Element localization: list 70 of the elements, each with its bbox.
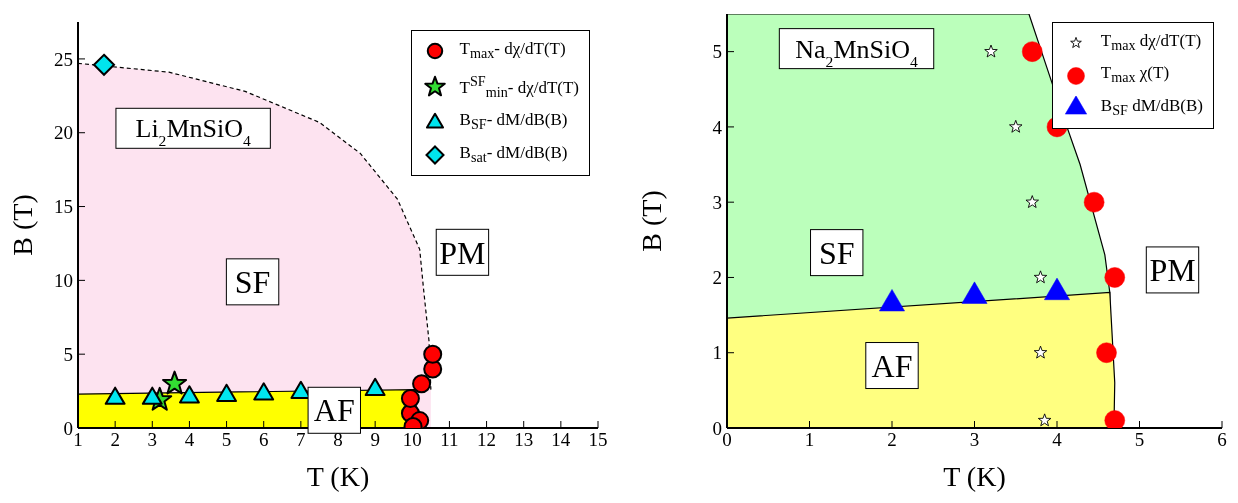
x-tick-label: 2 [110, 429, 120, 451]
annotation: AF [313, 392, 355, 429]
point [1033, 270, 1048, 284]
point [1022, 41, 1043, 62]
point [93, 53, 115, 76]
x-tick-label: 1 [804, 429, 815, 451]
legend-label: T$_{max}$ χ(T) [1100, 62, 1170, 88]
point [1025, 195, 1039, 208]
legend-label: T$_{max}$- dχ/dT(T) [459, 38, 566, 64]
y-tick-label: 5 [712, 41, 722, 63]
x-tick-label: 5 [1134, 429, 1145, 451]
point [1009, 119, 1023, 133]
x-tick-label: 12 [477, 429, 497, 451]
point [141, 386, 163, 405]
y-tick-label: 20 [54, 122, 73, 144]
x-tick-label: 3 [969, 429, 980, 451]
x-tick-label: 5 [221, 429, 232, 451]
point [1104, 267, 1125, 288]
x-tick-label: 9 [370, 429, 380, 451]
x-tick-label: 6 [258, 429, 269, 451]
legend-label: B$_{sat}$- dM/dB(B) [459, 141, 568, 168]
x-tick-label: 8 [333, 429, 343, 451]
point [1083, 191, 1105, 213]
legend-label: B$_{SF}$- dM/dB(B) [459, 109, 568, 135]
legend-label: B$_{SF}$ dM/dB(B) [1100, 94, 1203, 121]
y-tick-label: 25 [54, 48, 73, 70]
annotation: Na$_{2}$MnSiO$_{4}$ [795, 34, 918, 70]
x-tick-label: 13 [514, 429, 534, 451]
y-tick-label: 5 [63, 343, 73, 365]
point [400, 388, 420, 408]
annotation: SF [234, 264, 271, 301]
point [1096, 342, 1117, 363]
x-axis-title: T (K) [306, 461, 370, 492]
annotation: SF [818, 234, 855, 271]
y-tick-label: 4 [712, 116, 723, 138]
annotation: PM [439, 234, 486, 271]
y-axis-title: B (T) [6, 194, 38, 256]
point [423, 344, 443, 364]
point [253, 382, 275, 401]
y-tick-label: 1 [712, 342, 722, 364]
x-tick-label: 4 [184, 429, 195, 451]
y-tick-label: 3 [712, 191, 722, 213]
point [364, 377, 386, 397]
legend-label: T$_{max}$ dχ/dT(T) [1100, 30, 1202, 56]
y-axis-title: B (T) [635, 190, 667, 252]
x-tick-label: 6 [1217, 429, 1227, 451]
x-tick-label: 14 [551, 429, 571, 451]
x-axis-title: T (K) [943, 461, 1006, 492]
x-tick-label: 4 [1052, 429, 1063, 451]
x-tick-label: 15 [588, 429, 608, 451]
annotation: Li$_{2}$MnSiO$_{4}$ [135, 114, 251, 149]
point [984, 44, 998, 58]
annotation: AF [871, 347, 913, 384]
annotation: PM [1149, 252, 1196, 289]
legend-label: T$^{SF}$$_{min}$- dχ/dT(T) [459, 72, 579, 103]
y-tick-label: 10 [54, 270, 73, 292]
x-tick-label: 2 [887, 429, 897, 451]
x-tick-label: 7 [296, 429, 306, 451]
point [1037, 413, 1052, 427]
point [216, 383, 238, 402]
point [162, 370, 188, 395]
point [1033, 345, 1048, 359]
point [1104, 410, 1125, 428]
x-tick-label: 10 [402, 429, 422, 451]
x-tick-label: 3 [147, 429, 158, 451]
point [178, 385, 200, 404]
x-tick-label: 11 [440, 429, 459, 451]
y-tick-label: 2 [712, 267, 722, 289]
y-tick-label: 15 [54, 196, 73, 218]
point [104, 386, 126, 405]
